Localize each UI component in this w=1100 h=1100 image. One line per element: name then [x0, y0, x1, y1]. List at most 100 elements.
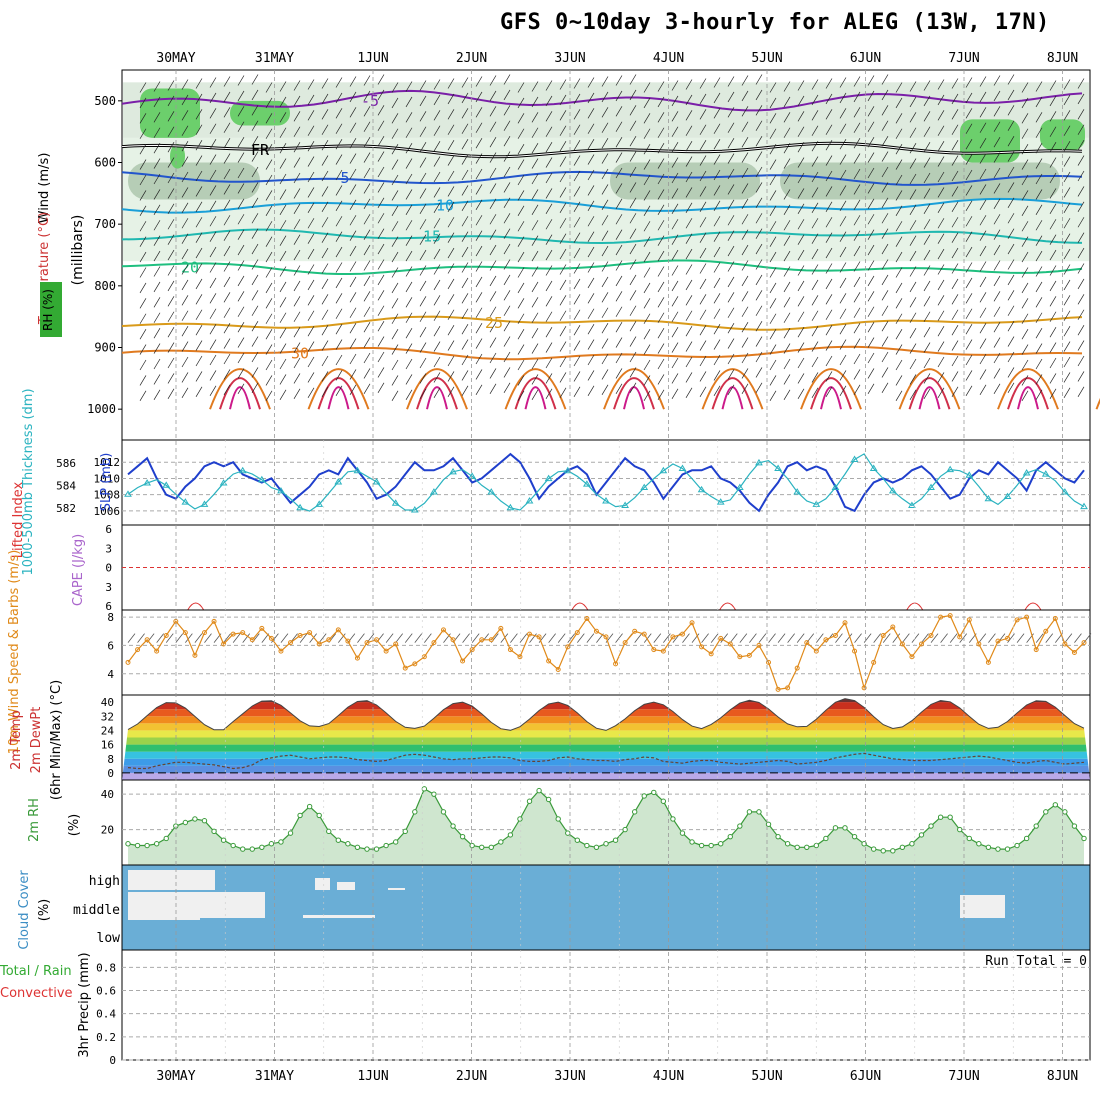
wind-barb [559, 156, 567, 167]
wind-barb [811, 94, 819, 106]
surface-wind-barb [835, 633, 843, 643]
wind-barb [1077, 278, 1085, 290]
wind-barb [153, 281, 161, 293]
wind-barb [279, 204, 287, 216]
precip-tick: 0 [109, 1054, 116, 1067]
wind-barb [979, 215, 987, 226]
wind-barb [587, 385, 595, 397]
wind-barb [503, 259, 511, 270]
wind-barb [419, 141, 427, 153]
wind-barb [531, 374, 539, 385]
wind-barb [517, 313, 525, 324]
wind-barb [615, 352, 623, 364]
warm-contour [317, 377, 360, 410]
rh-patch [610, 162, 760, 200]
wind-barb [279, 158, 287, 169]
wind-speed-marker [804, 640, 810, 646]
wind-barb [867, 198, 875, 210]
slp-tick: 1006 [94, 505, 121, 518]
wind-barb [951, 232, 959, 243]
thickness-marker [965, 471, 974, 478]
wind-barb [1007, 336, 1015, 347]
wind-barb [587, 123, 595, 134]
wind-barb [545, 311, 553, 322]
wind-barb [419, 265, 427, 276]
wind-barb [447, 93, 455, 105]
wind-barb [461, 138, 469, 150]
wind-barb [867, 214, 875, 225]
wind-barb [671, 265, 679, 276]
wind-barb [573, 78, 581, 89]
wind-speed-marker [527, 631, 533, 637]
wind-barb [951, 324, 959, 336]
wind-barb [965, 323, 973, 335]
wind-barb [965, 370, 973, 381]
wind-barb [531, 389, 539, 401]
wind-barb [307, 140, 315, 152]
wind-barb [937, 248, 945, 260]
rh-marker [316, 812, 322, 819]
wind-barb [545, 326, 553, 338]
wind-barb [251, 259, 259, 270]
wind-barb [377, 151, 385, 162]
wind-barb [867, 229, 875, 240]
wind-barb [503, 274, 511, 286]
wind-barb [811, 372, 819, 383]
wind-barb [195, 309, 203, 320]
wind-speed-marker [201, 630, 207, 636]
wind-speed-marker [708, 651, 714, 657]
wind-barb [629, 135, 637, 147]
wind-barb [139, 113, 147, 124]
wind-barb [867, 90, 875, 102]
wind-barb [517, 344, 525, 355]
wind-barb [1035, 189, 1043, 200]
wind-barb [363, 75, 371, 86]
temp-tick: 40 [101, 696, 114, 709]
wind-barb [965, 123, 973, 134]
surface-wind-barb [882, 633, 891, 643]
wind-barb [307, 94, 315, 106]
wind-barb [797, 157, 805, 168]
wind-barb [503, 120, 511, 131]
wind-barb [853, 153, 861, 164]
wind-barb [1049, 311, 1057, 322]
wind-barb [1007, 228, 1015, 239]
wind-barb [419, 111, 427, 122]
wind-barb [335, 169, 343, 181]
wind-barb [671, 311, 679, 322]
wind-barb [517, 113, 525, 124]
wind-barb [615, 291, 623, 302]
wind-speed-marker [679, 631, 685, 637]
rh-marker [651, 789, 657, 796]
wind-barb [979, 122, 987, 133]
thickness-marker [372, 477, 381, 485]
wind-barb [167, 111, 175, 122]
wind-barb [265, 143, 273, 155]
wind-barb [993, 198, 1001, 210]
wind-barb [629, 290, 637, 301]
wind-barb [503, 89, 511, 101]
wind-barb [979, 276, 987, 288]
wind-barb [1007, 74, 1015, 85]
wind-barb [517, 82, 525, 93]
rh-marker [230, 842, 236, 849]
wind-barb [349, 245, 357, 257]
isotherm-label: 20 [181, 258, 199, 276]
wind-barb [461, 262, 469, 273]
wind-barb [853, 184, 861, 195]
wind-barb [783, 112, 791, 123]
rh-marker [354, 844, 361, 850]
wind-barb [755, 74, 763, 85]
surface-wind-barb [729, 633, 738, 643]
wind-barb [461, 185, 469, 196]
wind-barb [545, 126, 553, 137]
wind-speed-marker [918, 641, 924, 647]
wind-barb [377, 120, 385, 131]
wind-speed-marker [1033, 647, 1039, 653]
rh-marker [507, 832, 514, 838]
wind-barb [153, 96, 161, 108]
cloud-block [388, 888, 405, 890]
precip-convective-label: Convective [0, 986, 73, 1001]
wind-barb [405, 389, 413, 401]
wind-barb [587, 354, 595, 366]
